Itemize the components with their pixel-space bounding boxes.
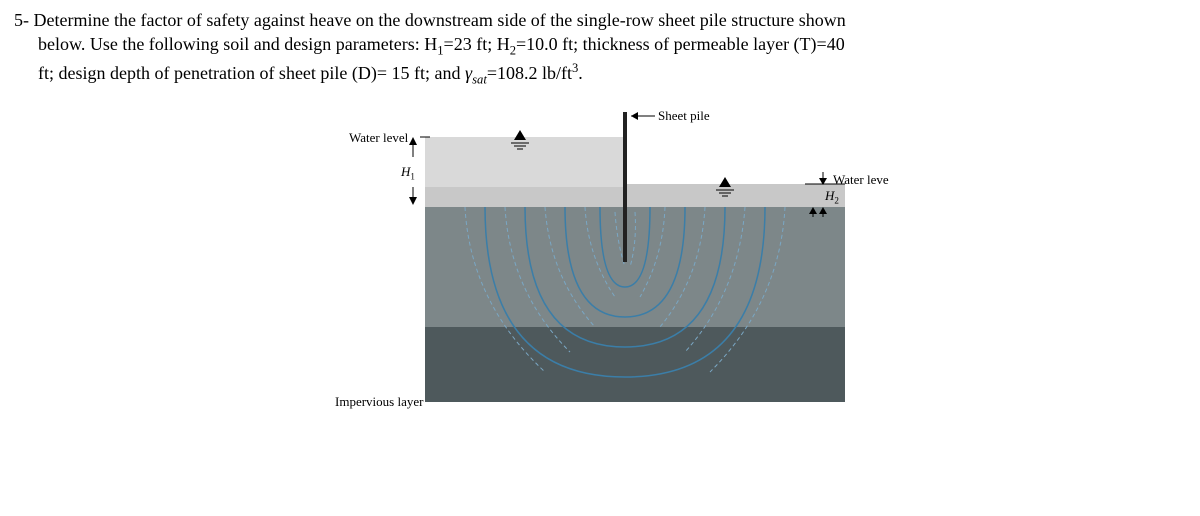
problem-line1: Determine the factor of safety against h… (34, 10, 846, 30)
problem-line2a: below. Use the following soil and design… (38, 34, 437, 54)
water-level-right-arrow (819, 172, 827, 185)
water-left-lower (425, 187, 625, 207)
impervious-label: Impervious layer (335, 394, 423, 410)
h1-sub: 1 (410, 172, 415, 182)
figure-svg (325, 102, 875, 422)
h2-letter: H (825, 188, 834, 203)
problem-text: 5- Determine the factor of safety agains… (14, 8, 1186, 88)
h2-sub: 2 (834, 196, 839, 206)
h2-label: H2 (825, 188, 839, 206)
soil-bottom-rect (425, 327, 845, 402)
water-level-right-label: Water leve (833, 172, 889, 188)
sub-sat: sat (472, 72, 487, 86)
water-right-rect (625, 184, 845, 207)
problem-number: 5- (14, 10, 29, 30)
sheet-pile-arrow (631, 112, 655, 120)
sheet-pile-label: Sheet pile (658, 108, 710, 124)
water-level-left-label: Water level (349, 130, 408, 146)
problem-line3a: ft; design depth of penetration of sheet… (38, 63, 465, 83)
h1-label: H1 (401, 164, 415, 182)
h1-letter: H (401, 164, 410, 179)
problem-line2b: =23 ft; H (444, 34, 510, 54)
figure-container: Sheet pile Water level H1 Water leve H2 … (14, 102, 1186, 422)
figure: Sheet pile Water level H1 Water leve H2 … (325, 102, 875, 422)
problem-line3c: . (578, 63, 583, 83)
problem-line3b: =108.2 lb/ft (487, 63, 572, 83)
soil-mid-rect (425, 207, 845, 327)
problem-line2c: =10.0 ft; thickness of permeable layer (… (516, 34, 845, 54)
